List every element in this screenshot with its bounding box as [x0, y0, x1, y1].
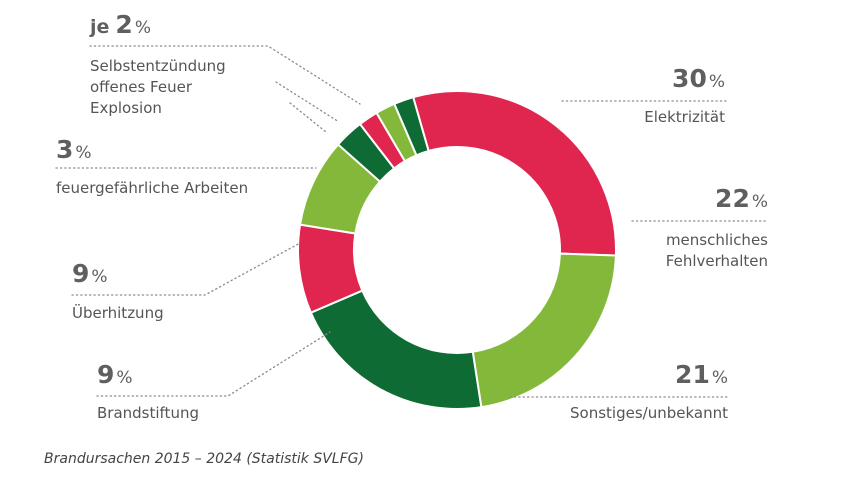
label-explosion: Explosion — [90, 99, 162, 117]
leader-selbstentzuendung — [89, 45, 361, 105]
label-sonstiges: Sonstiges/unbekannt — [570, 404, 728, 422]
label-fehlverhalten-2: Fehlverhalten — [666, 252, 768, 270]
chart-caption: Brandursachen 2015 – 2024 (Statistik SVL… — [44, 451, 364, 467]
slice-elektrizität — [411, 90, 617, 257]
pct-elektrizitaet: 30% — [672, 64, 725, 93]
pct-brandstiftung: 9% — [97, 360, 133, 389]
label-offenes-feuer: offenes Feuer — [90, 78, 193, 96]
slice-menschliches-fehlverhalten — [471, 252, 617, 409]
donut-slices — [297, 90, 617, 410]
leader-lines — [55, 45, 769, 398]
label-selbstentzuendung: Selbstentzündung — [90, 57, 226, 75]
pct-fehlverhalten: 22% — [715, 184, 768, 213]
pct-ueberhitzung: 9% — [72, 259, 108, 288]
pct-klein: je 2% — [89, 10, 151, 39]
label-elektrizitaet: Elektrizität — [644, 108, 725, 126]
slice-selbstentzündung — [393, 95, 430, 157]
label-brandstiftung: Brandstiftung — [97, 404, 199, 422]
label-fehlverhalten-1: menschliches — [666, 231, 768, 249]
leader-explosion — [289, 102, 327, 133]
leader-ueberhitzung — [71, 242, 301, 296]
leader-offenes-feuer — [275, 81, 340, 123]
pct-arbeiten: 3% — [56, 135, 92, 164]
label-arbeiten: feuergefährliche Arbeiten — [56, 179, 248, 197]
label-ueberhitzung: Überhitzung — [72, 303, 164, 322]
slice-sonstiges-unbekannt — [309, 289, 483, 410]
leader-brandstiftung — [96, 331, 331, 397]
pct-sonstiges: 21% — [675, 360, 728, 389]
